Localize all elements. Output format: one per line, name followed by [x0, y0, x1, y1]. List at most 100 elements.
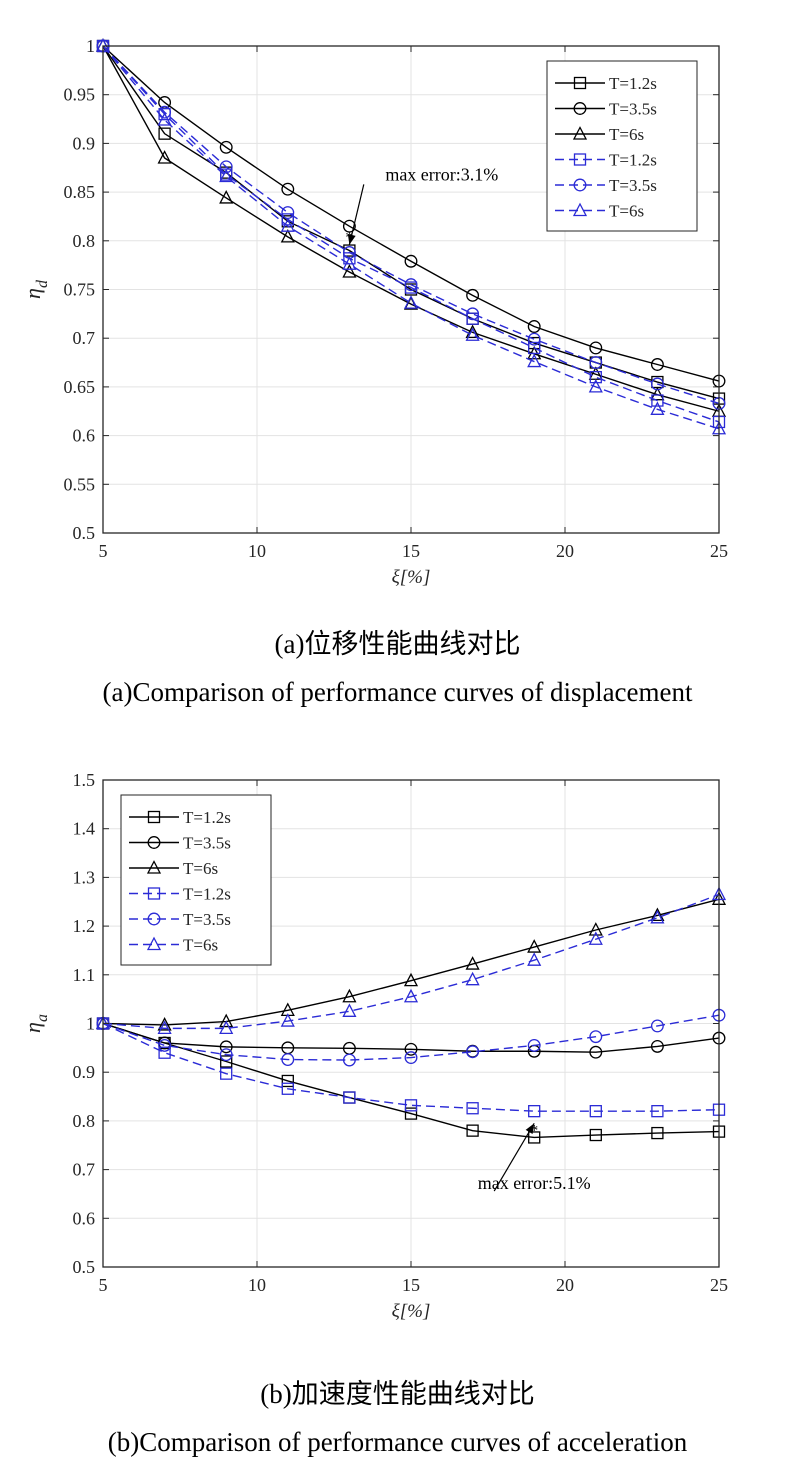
c1-series-2-point-7 [527, 939, 542, 953]
c1-legend-item-0: T=1.2s [129, 808, 231, 827]
c0-series-4-point-2 [219, 160, 233, 174]
c1-y-tick-label-3: 0.8 [73, 1111, 96, 1131]
c0-series-4-point-5 [404, 278, 418, 292]
c0-annotation: * max error:3.1% [345, 164, 498, 246]
c1-series-0-point-5 [404, 1107, 418, 1120]
c0-legend-marker-4 [573, 178, 587, 192]
c1-series-5-point-9 [650, 909, 665, 924]
c0-series-1-point-9 [650, 358, 664, 371]
c0-legend-item-1: T=3.5s [555, 100, 657, 119]
c1-legend-marker-1 [147, 836, 161, 849]
c1-series-4-point-9 [650, 1019, 664, 1033]
c1-legend-item-1: T=3.5s [129, 834, 231, 853]
c0-legend-label-4: T=3.5s [609, 176, 657, 195]
c1-legend: T=1.2s T=3.5s T=6s T=1.2s T=3.5s T=6s [120, 794, 272, 966]
c0-series-5 [95, 38, 727, 435]
c1-legend-item-5: T=6s [129, 936, 218, 955]
c1-y-tick-label-7: 1.2 [73, 916, 96, 936]
c1-series-5-point-5 [403, 988, 419, 1003]
c0-series-2-line [102, 45, 720, 412]
c0-series-5-point-3 [280, 218, 295, 232]
c1-series-5-point-4 [342, 1003, 357, 1017]
c1-series-1-line [102, 1022, 720, 1053]
c1-x-tick-label-1: 10 [248, 1275, 266, 1295]
c1-series-4-point-6 [466, 1045, 480, 1059]
c0-series-3-point-8 [589, 371, 602, 384]
c0-legend-marker-2 [572, 126, 588, 140]
c1-annotation-arrow [493, 1123, 535, 1192]
c1-y-axis-label-main: η [20, 1022, 45, 1033]
c0-series-4-point-9 [650, 377, 664, 391]
c1-series-5-point-6 [465, 971, 480, 986]
c0-series-5-point-1 [157, 112, 172, 126]
displacement-chart: 5 10 15 20 25 0.5 0.55 0.6 0.65 0.7 0.75 0.8 0.85 0.9… [20, 36, 728, 588]
c1-legend-label-3: T=1.2s [183, 885, 231, 904]
c0-x-tick-label-2: 15 [402, 541, 420, 561]
c0-y-tick-label-7: 0.85 [64, 182, 96, 202]
c0-y-axis-label: ηd [20, 279, 51, 299]
c1-legend-marker-4 [147, 912, 161, 926]
acceleration-chart: 5 10 15 20 25 0.5 0.6 0.7 0.8 0.9 1 1.1 1.2 1.3 1.4 1.5… [20, 770, 728, 1322]
c1-annotation-star: * [530, 1122, 538, 1139]
c0-y-tick-label-6: 0.8 [73, 231, 96, 251]
c0-annotation-label: max error:3.1% [385, 164, 498, 184]
c1-x-tick-label-2: 15 [402, 1275, 420, 1295]
c0-series-1-point-5 [404, 254, 418, 268]
c1-series-2-point-2 [219, 1013, 234, 1028]
c1-annotation-label: max error:5.1% [478, 1173, 591, 1193]
c1-legend-marker-5 [146, 936, 162, 951]
c1-series-0-point-2 [220, 1055, 233, 1068]
c0-series-1-point-3 [281, 182, 295, 196]
c0-series-0-point-1 [158, 127, 171, 140]
c1-series-0-point-8 [589, 1128, 602, 1142]
caption-acceleration-cn: (b)加速度性能曲线对比 [260, 1379, 535, 1409]
c1-series-2-line [102, 898, 720, 1026]
c1-series-0-point-7 [528, 1131, 541, 1144]
c0-y-axis-label-sub: d [34, 279, 51, 288]
c0-annotation-star: * [345, 230, 353, 247]
c1-legend-label-5: T=6s [183, 936, 218, 955]
c1-series-3-point-5 [404, 1099, 418, 1112]
c0-series-4-point-7 [527, 332, 541, 346]
c0-legend-item-4: T=3.5s [555, 176, 657, 195]
c0-series-5-point-8 [588, 378, 603, 393]
c1-series-1-point-9 [650, 1039, 664, 1053]
c1-y-tick-label-0: 0.5 [73, 1257, 96, 1277]
c1-series-0-line [102, 1022, 720, 1139]
c0-y-tick-label-10: 1 [86, 36, 95, 56]
c0-x-tick-label-0: 5 [99, 541, 108, 561]
c0-series-3-point-3 [281, 213, 294, 226]
c1-legend-marker-3 [147, 887, 161, 900]
c1-y-tick-label-10: 1.5 [73, 770, 96, 790]
caption-displacement-cn: (a)位移性能曲线对比 [274, 629, 521, 659]
c0-legend-item-5: T=6s [555, 202, 644, 221]
c1-y-tick-label-6: 1.1 [73, 965, 96, 985]
c1-y-axis-label-sub: a [34, 1014, 51, 1022]
c0-legend-marker-0 [573, 76, 587, 90]
c1-series-2-point-6 [465, 956, 480, 970]
c1-series-1-point-2 [219, 1040, 233, 1054]
c1-series-4-line [102, 1014, 720, 1061]
c0-series-5-point-5 [403, 295, 419, 309]
c1-y-tick-label-2: 0.7 [73, 1160, 96, 1180]
c1-legend-item-4: T=3.5s [129, 910, 231, 929]
c0-series-5-point-4 [342, 256, 357, 270]
c1-y-tick-label-5: 1 [86, 1014, 95, 1034]
c1-series-0-point-3 [281, 1074, 294, 1088]
acceleration-figure: 5 10 15 20 25 0.5 0.6 0.7 0.8 0.9 1 1.1 1.2 1.3 1.4 1.5… [0, 735, 795, 1457]
caption-displacement-en: (a)Comparison of performance curves of d… [102, 677, 693, 707]
c1-series-4-point-3 [281, 1053, 295, 1066]
c0-series-2-point-3 [280, 228, 295, 243]
c0-series-4-line [102, 45, 720, 405]
c1-y-tick-label-8: 1.3 [73, 867, 96, 887]
c0-series-1 [96, 39, 726, 388]
caption-acceleration-en: (b)Comparison of performance curves of a… [107, 1427, 688, 1457]
c1-legend-label-2: T=6s [183, 859, 218, 878]
c1-series-3-point-6 [466, 1102, 479, 1115]
c1-series-1-point-5 [404, 1042, 418, 1056]
c0-y-tick-label-5: 0.75 [64, 280, 96, 300]
c0-series-3-line [102, 45, 720, 423]
c1-series-3-point-2 [220, 1067, 233, 1080]
c0-series-1-point-4 [342, 219, 356, 233]
c0-legend-item-3: T=1.2s [555, 151, 657, 170]
